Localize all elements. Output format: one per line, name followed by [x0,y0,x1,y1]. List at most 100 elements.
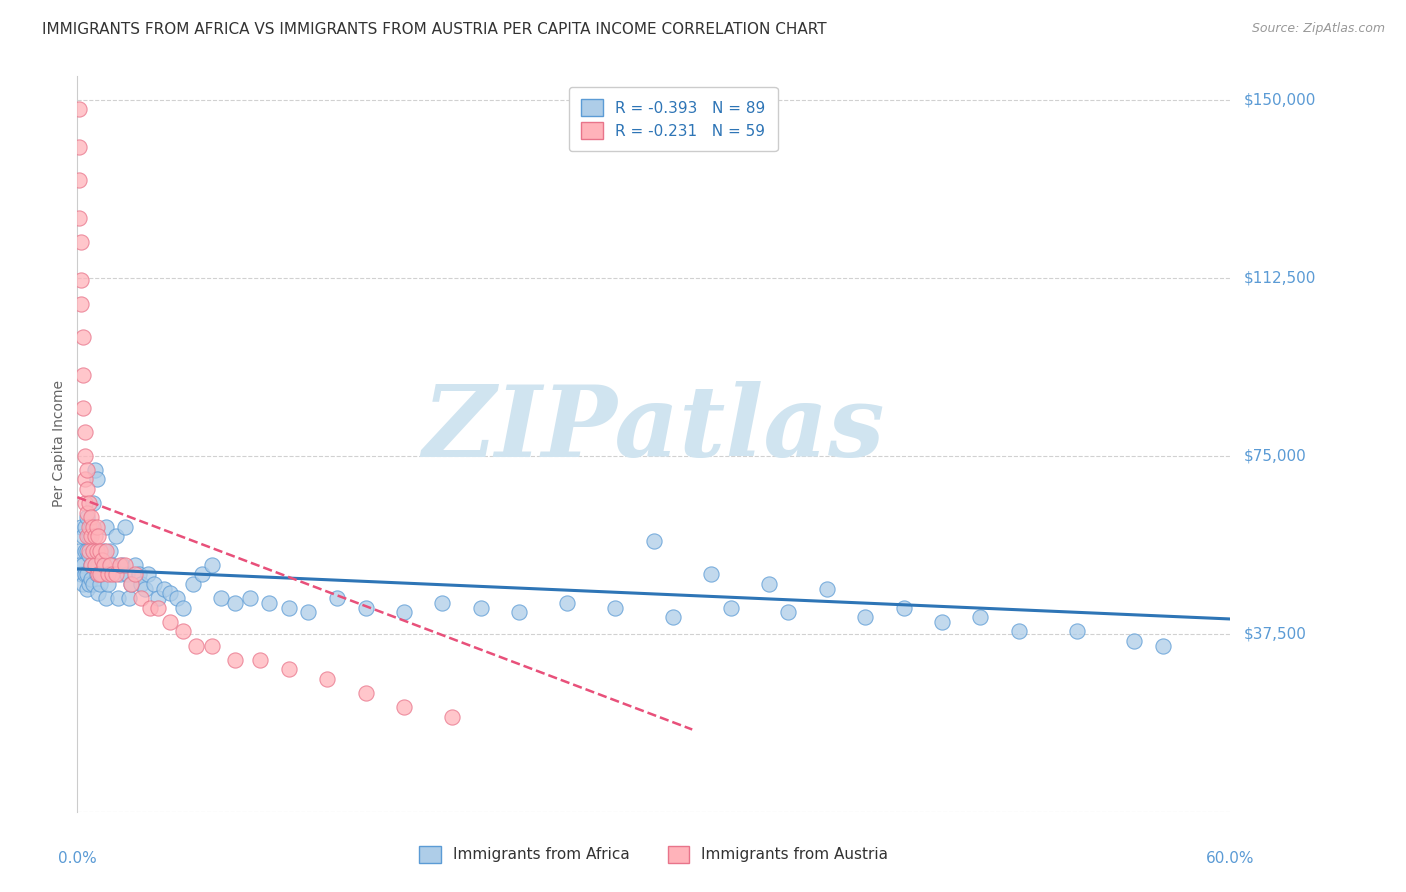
Text: 0.0%: 0.0% [58,851,97,865]
Point [104,529,127,543]
Point [72,401,94,416]
Text: $75,000: $75,000 [1244,448,1308,463]
Point [70,567,93,582]
Point [662,610,685,624]
Text: IMMIGRANTS FROM AFRICA VS IMMIGRANTS FROM AUSTRIA PER CAPITA INCOME CORRELATION : IMMIGRANTS FROM AFRICA VS IMMIGRANTS FRO… [42,22,827,37]
Point [76,567,98,582]
Point [129,591,152,605]
Point [720,600,742,615]
Point [124,567,146,582]
Point [134,582,156,596]
Point [72,368,94,382]
Point [67,140,90,154]
Point [354,686,377,700]
Point [643,534,665,549]
Point [96,591,117,605]
Point [853,610,876,624]
Point [80,529,103,543]
Point [89,567,111,582]
Point [82,520,104,534]
Point [80,572,103,586]
Point [72,529,94,543]
Point [146,591,169,605]
Point [83,529,105,543]
Point [1066,624,1088,639]
Point [124,558,146,572]
Point [557,596,579,610]
Point [211,591,233,605]
Point [80,558,103,572]
Point [146,600,169,615]
Point [82,543,104,558]
Point [249,653,271,667]
Point [72,330,94,344]
Point [277,600,299,615]
Point [73,520,96,534]
Point [76,529,98,543]
Point [76,482,98,496]
Point [73,472,96,486]
Point [73,543,96,558]
Text: Source: ZipAtlas.com: Source: ZipAtlas.com [1251,22,1385,36]
Point [76,463,98,477]
Point [91,567,114,582]
Point [98,558,121,572]
Point [224,596,246,610]
Point [605,600,627,615]
Point [778,605,800,619]
Point [67,102,90,116]
Point [441,710,464,724]
Point [316,672,339,686]
Point [181,577,204,591]
Point [67,543,90,558]
Text: $112,500: $112,500 [1244,270,1316,285]
Text: $37,500: $37,500 [1244,626,1308,641]
Point [104,567,127,582]
Point [159,615,181,629]
Point [139,600,162,615]
Point [893,600,915,615]
Point [110,558,132,572]
Point [931,615,953,629]
Point [86,520,108,534]
Point [186,639,208,653]
Point [87,567,110,582]
Point [87,529,110,543]
Point [76,543,98,558]
Point [201,639,224,653]
Point [77,520,100,534]
Point [470,600,492,615]
Point [259,596,281,610]
Text: $150,000: $150,000 [1244,92,1316,107]
Point [86,543,108,558]
Point [96,543,117,558]
Point [97,567,120,582]
Point [354,600,377,615]
Point [70,273,93,287]
Point [72,558,94,572]
Point [97,577,120,591]
Text: ZIPatlas: ZIPatlas [423,381,884,477]
Point [118,591,141,605]
Text: 60.0%: 60.0% [1206,851,1254,865]
Point [80,510,103,524]
Point [82,543,104,558]
Point [83,558,105,572]
Point [432,596,454,610]
Point [1008,624,1031,639]
Point [76,582,98,596]
Point [392,700,415,714]
Point [67,173,90,187]
Point [224,653,246,667]
Point [82,577,104,591]
Point [120,577,142,591]
Point [77,549,100,563]
Point [101,567,124,582]
Point [326,591,349,605]
Point [969,610,991,624]
Point [117,567,139,582]
Point [392,605,415,619]
Point [80,520,103,534]
Point [101,558,124,572]
Point [1123,633,1146,648]
